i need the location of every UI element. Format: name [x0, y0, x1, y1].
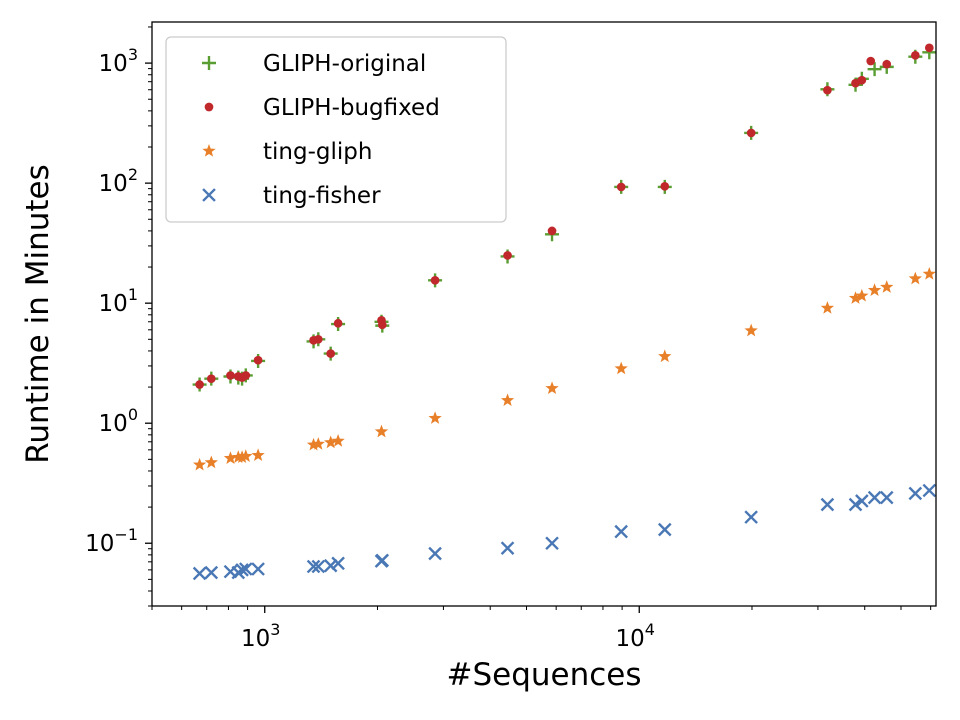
data-point	[820, 497, 835, 512]
data-point	[823, 85, 832, 95]
data-point	[251, 448, 265, 461]
legend-label-ting-fisher: ting-fisher	[263, 183, 381, 209]
data-point	[238, 562, 253, 576]
data-point	[867, 62, 882, 77]
data-point	[545, 381, 559, 395]
legend-marker-gliph-bugfixed	[204, 102, 214, 112]
data-point	[223, 451, 238, 464]
legend: GLIPH-original GLIPH-bugfixed ting-gliph ti…	[165, 36, 507, 223]
data-point	[311, 559, 326, 574]
data-point	[323, 558, 338, 573]
data-point	[377, 320, 387, 330]
data-point	[333, 318, 343, 328]
data-point	[880, 280, 894, 293]
series-gliph-bugfixed	[195, 43, 934, 389]
data-point	[306, 437, 321, 451]
legend-marker-ting-fisher	[202, 188, 216, 202]
data-points	[192, 43, 937, 581]
data-point	[848, 497, 863, 512]
data-point	[746, 128, 756, 138]
data-point	[503, 251, 512, 260]
legend-marker-gliph-original	[202, 56, 216, 70]
data-point	[251, 562, 265, 576]
data-point	[204, 455, 218, 469]
series-ting-fisher	[192, 483, 937, 581]
x-axis-label: #Sequences	[446, 657, 641, 693]
series-ting-gliph	[192, 267, 936, 471]
y-tick-label: 101	[99, 285, 138, 317]
data-point	[192, 566, 207, 581]
data-point	[660, 182, 670, 191]
data-point	[658, 349, 672, 363]
legend-label-gliph-original: GLIPH-original	[263, 51, 426, 77]
data-point	[428, 411, 442, 424]
y-tick-label: 103	[99, 45, 138, 77]
data-point	[614, 524, 629, 539]
data-point	[547, 226, 557, 236]
data-point	[241, 371, 251, 380]
data-point	[326, 349, 336, 358]
data-point	[253, 355, 263, 365]
data-point	[500, 393, 515, 407]
data-point	[374, 424, 389, 438]
data-point	[744, 323, 758, 337]
data-point	[820, 301, 835, 314]
data-point	[922, 267, 936, 280]
legend-box	[165, 36, 507, 223]
data-point	[324, 435, 338, 449]
legend-marker-ting-gliph	[202, 144, 216, 157]
data-point	[857, 75, 867, 85]
data-point	[331, 434, 345, 447]
data-point	[428, 546, 442, 561]
data-point	[848, 291, 863, 304]
y-tick-label: 10−1	[85, 525, 138, 557]
data-point	[192, 457, 207, 471]
data-point	[879, 490, 894, 505]
data-point	[908, 271, 922, 285]
legend-label-gliph-bugfixed: GLIPH-bugfixed	[263, 95, 440, 121]
data-point	[910, 51, 920, 60]
y-axis-label: Runtime in Minutes	[20, 164, 56, 463]
data-point	[614, 361, 628, 375]
legend-label-ting-gliph: ting-gliph	[263, 139, 372, 165]
data-point	[500, 541, 515, 555]
data-point	[313, 334, 323, 344]
data-point	[616, 182, 626, 192]
data-point	[855, 494, 869, 508]
data-point	[922, 483, 937, 498]
y-tick-label: 102	[99, 165, 138, 197]
data-point	[867, 283, 882, 296]
data-point	[867, 490, 882, 505]
data-point	[744, 510, 758, 524]
plot-frame	[151, 21, 937, 607]
data-point	[195, 380, 204, 389]
data-point	[375, 553, 390, 568]
data-point	[311, 437, 325, 450]
data-point	[908, 486, 923, 501]
data-point	[206, 374, 216, 384]
data-point	[657, 522, 672, 537]
data-point	[239, 449, 253, 462]
y-tick-label: 100	[99, 405, 138, 437]
data-point	[430, 275, 440, 285]
data-point	[306, 559, 321, 574]
data-point	[855, 288, 869, 302]
data-point	[545, 536, 559, 551]
data-point	[866, 56, 876, 66]
data-point	[204, 565, 219, 580]
data-point	[226, 371, 235, 380]
data-point	[882, 59, 892, 69]
data-point	[235, 563, 249, 577]
data-point	[331, 556, 345, 571]
data-point	[924, 43, 934, 53]
data-point	[235, 450, 249, 463]
